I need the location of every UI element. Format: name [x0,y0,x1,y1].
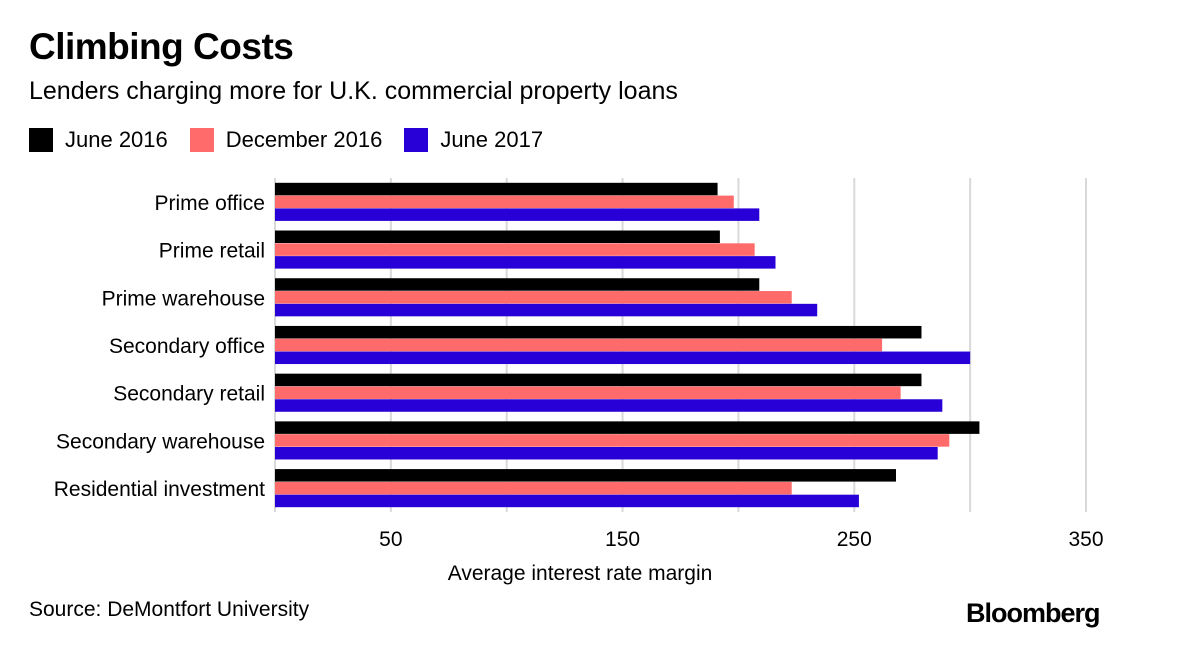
legend-label-june-2017: June 2017 [440,127,544,152]
bar-secondary-retail-december-2016 [275,386,901,399]
x-tick-label-350: 350 [1068,528,1103,551]
bloomberg-logo: Bloomberg [966,598,1101,628]
x-tick-label-50: 50 [379,528,402,551]
bar-secondary-office-june-2017 [275,351,971,365]
source-note: Source: DeMontfort University [29,598,310,621]
legend-swatch-june-2017 [404,128,429,152]
chart-subtitle: Lenders charging more for U.K. commercia… [29,77,678,105]
bar-secondary-warehouse-december-2016 [275,434,950,447]
bar-prime-warehouse-december-2016 [275,291,792,304]
category-label-prime-office: Prime office [155,192,266,215]
category-label-secondary-warehouse: Secondary warehouse [56,430,265,453]
chart-title: Climbing Costs [29,26,294,67]
bar-secondary-office-december-2016 [275,338,883,352]
bar-prime-retail-december-2016 [275,243,755,256]
bar-secondary-warehouse-june-2016 [275,421,980,434]
category-label-prime-retail: Prime retail [159,240,265,263]
bar-secondary-warehouse-june-2017 [275,446,938,460]
bar-prime-retail-june-2017 [275,256,776,269]
legend-label-december-2016: December 2016 [225,127,383,152]
bar-residential-investment-december-2016 [275,481,792,495]
category-label-prime-warehouse: Prime warehouse [102,287,265,310]
x-axis-label: Average interest rate margin [448,562,713,585]
legend-swatch-june-2016 [29,128,53,152]
bar-secondary-office-june-2016 [275,325,922,339]
category-label-residential-investment: Residential investment [54,478,265,501]
bar-prime-office-june-2017 [275,208,760,221]
bar-prime-office-december-2016 [275,195,734,209]
legend-label-june-2016: June 2016 [65,127,168,152]
bar-prime-retail-june-2016 [275,230,720,244]
legend-item-june-2017: June 2017 [404,127,543,153]
category-label-secondary-office: Secondary office [109,335,265,358]
category-label-secondary-retail: Secondary retail [113,383,265,406]
bar-secondary-retail-june-2016 [275,373,922,387]
x-tick-label-250: 250 [837,528,872,551]
bar-residential-investment-june-2016 [275,469,896,482]
bar-secondary-retail-june-2017 [275,399,943,412]
bar-prime-warehouse-june-2017 [275,303,818,317]
bar-prime-office-june-2016 [275,182,718,196]
legend-item-december-2016: December 2016 [189,127,383,153]
bar-residential-investment-june-2017 [275,494,859,508]
x-tick-label-150: 150 [605,528,640,551]
legend-item-june-2016: June 2016 [29,127,168,153]
legend-swatch-december-2016 [189,128,214,152]
legend: June 2016 December 2016 June 2017 [29,127,565,153]
bar-prime-warehouse-june-2016 [275,278,760,291]
